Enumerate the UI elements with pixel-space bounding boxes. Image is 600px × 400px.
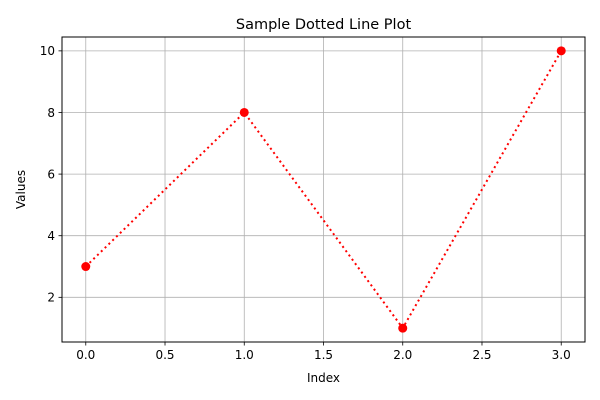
x-tick-label: 0.0	[76, 348, 95, 362]
data-point-marker	[556, 46, 566, 56]
x-tick-label: 0.5	[155, 348, 174, 362]
y-tick-label: 2	[47, 291, 55, 305]
data-point-marker	[239, 107, 249, 117]
data-point-marker	[81, 262, 91, 272]
x-axis-label: Index	[307, 371, 340, 385]
y-tick-label: 8	[47, 106, 55, 120]
x-tick-label: 3.0	[552, 348, 571, 362]
y-tick-label: 4	[47, 229, 55, 243]
y-axis-label: Values	[14, 170, 28, 209]
x-tick-label: 2.0	[393, 348, 412, 362]
y-axis-ticks: 2 4 6 8 10	[40, 44, 62, 305]
y-tick-label: 10	[40, 44, 55, 58]
data-point-marker	[398, 323, 408, 333]
y-tick-label: 6	[47, 167, 55, 181]
data-series	[81, 46, 566, 333]
x-tick-label: 2.5	[472, 348, 491, 362]
series-line	[85, 50, 563, 330]
x-tick-label: 1.5	[314, 348, 333, 362]
x-tick-label: 1.0	[235, 348, 254, 362]
chart-title: Sample Dotted Line Plot	[236, 17, 412, 33]
x-axis-ticks: 0.0 0.5 1.0 1.5 2.0 2.5 3.0	[76, 342, 571, 362]
